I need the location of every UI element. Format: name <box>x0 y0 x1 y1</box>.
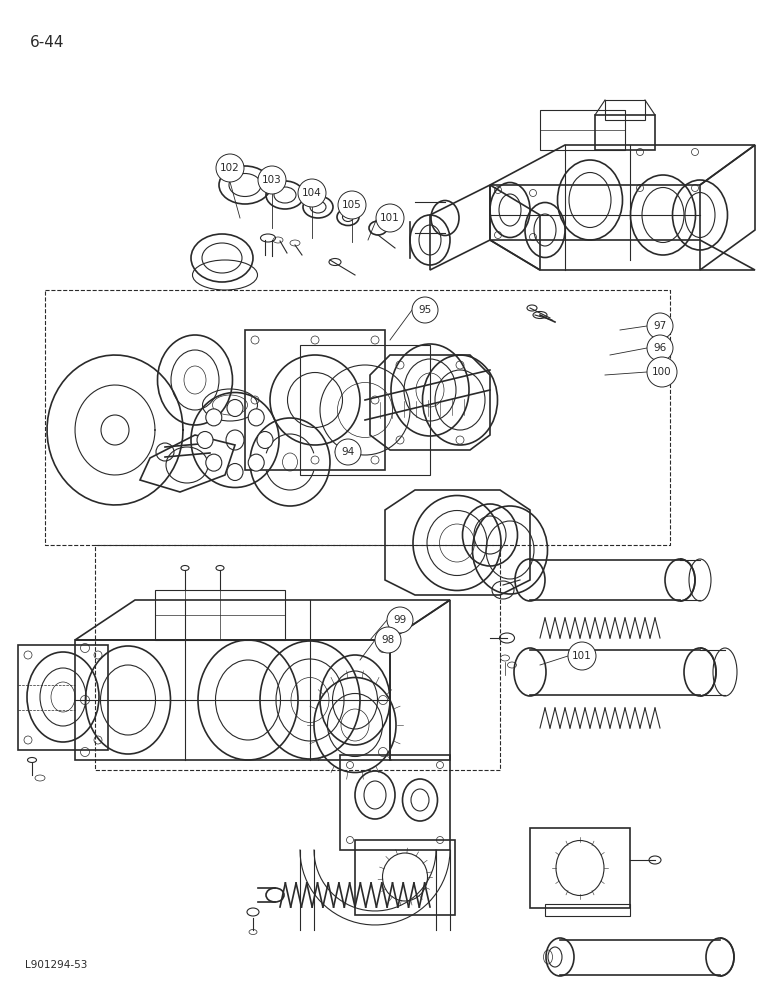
Text: 103: 103 <box>262 175 282 185</box>
Circle shape <box>335 439 361 465</box>
Ellipse shape <box>248 454 264 471</box>
Circle shape <box>412 297 438 323</box>
Bar <box>540 110 625 150</box>
Text: 101: 101 <box>572 651 592 661</box>
Text: 95: 95 <box>418 305 431 315</box>
Text: 104: 104 <box>302 188 322 198</box>
Circle shape <box>647 357 677 387</box>
Text: 98: 98 <box>381 635 395 645</box>
Bar <box>595 115 655 150</box>
Text: 105: 105 <box>342 200 362 210</box>
Circle shape <box>338 191 366 219</box>
Circle shape <box>387 607 413 633</box>
Text: 97: 97 <box>654 321 667 331</box>
Text: 94: 94 <box>342 447 355 457</box>
Text: 102: 102 <box>220 163 240 173</box>
Circle shape <box>568 642 596 670</box>
Bar <box>605 100 645 120</box>
Text: L901294-53: L901294-53 <box>25 960 87 970</box>
Circle shape <box>298 179 326 207</box>
Bar <box>530 828 630 908</box>
Circle shape <box>647 335 673 361</box>
Text: 6-44: 6-44 <box>30 35 65 50</box>
Ellipse shape <box>227 464 243 481</box>
Circle shape <box>647 313 673 339</box>
Ellipse shape <box>197 432 213 448</box>
Bar <box>340 755 450 850</box>
Text: 101: 101 <box>380 213 400 223</box>
Ellipse shape <box>257 432 273 448</box>
Text: 99: 99 <box>393 615 406 625</box>
Ellipse shape <box>227 399 243 416</box>
Ellipse shape <box>248 409 264 426</box>
Ellipse shape <box>206 409 222 426</box>
Circle shape <box>258 166 286 194</box>
Circle shape <box>376 204 404 232</box>
Text: 100: 100 <box>652 367 672 377</box>
Bar <box>18 645 108 750</box>
Bar <box>545 904 630 916</box>
Circle shape <box>216 154 244 182</box>
Circle shape <box>375 627 401 653</box>
Bar <box>355 840 455 915</box>
Ellipse shape <box>206 454 222 471</box>
Bar <box>155 590 285 640</box>
Text: 96: 96 <box>654 343 667 353</box>
